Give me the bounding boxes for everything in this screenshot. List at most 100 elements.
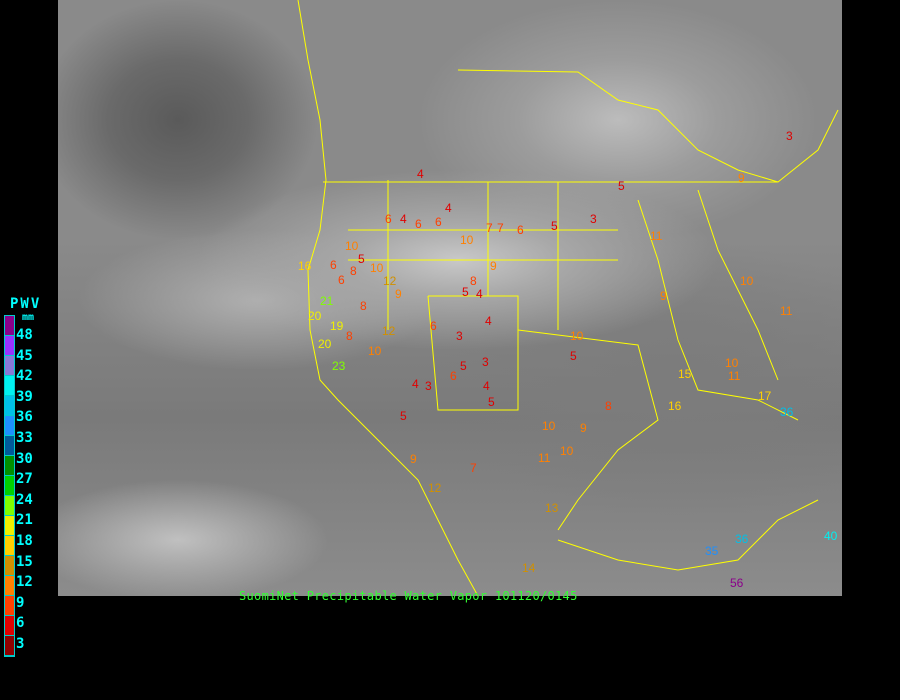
legend-tick: 27	[16, 471, 33, 488]
station-pwv-value: 4	[412, 377, 419, 391]
legend-swatch	[5, 636, 14, 656]
station-pwv-value: 9	[580, 421, 587, 435]
color-legend	[4, 315, 15, 657]
station-pwv-value: 11	[780, 304, 793, 318]
station-pwv-value: 10	[725, 356, 739, 370]
boundary-line	[323, 109, 839, 183]
legend-tick: 39	[16, 388, 33, 405]
station-pwv-value: 3	[482, 355, 489, 369]
legend-swatch	[5, 356, 14, 376]
legend-swatch	[5, 516, 14, 536]
boundary-line	[697, 189, 779, 381]
satellite-image	[58, 0, 842, 596]
legend-swatch	[5, 456, 14, 476]
station-pwv-value: 12	[383, 274, 397, 288]
station-pwv-value: 10	[570, 329, 584, 343]
station-pwv-value: 19	[330, 319, 344, 333]
boundary-line	[297, 0, 479, 596]
legend-swatch	[5, 316, 14, 336]
station-pwv-value: 8	[346, 329, 353, 343]
station-pwv-value: 6	[435, 215, 442, 229]
station-pwv-value: 3	[456, 329, 463, 343]
station-pwv-value: 7	[497, 221, 504, 235]
boundary-lines	[297, 0, 839, 596]
station-pwv-value: 10	[542, 419, 556, 433]
station-pwv-value: 4	[483, 379, 490, 393]
boundary-line	[637, 199, 799, 421]
station-pwv-value: 9	[410, 452, 417, 466]
station-pwv-value: 11	[538, 451, 551, 465]
station-pwv-value: 17	[758, 389, 772, 403]
station-pwv-value: 15	[678, 367, 692, 381]
legend-unit: mm	[22, 312, 35, 323]
legend-swatch	[5, 576, 14, 596]
station-pwv-value: 4	[476, 287, 483, 301]
station-pwv-value: 56	[730, 576, 744, 590]
legend-tick: 30	[16, 450, 33, 467]
legend-swatch	[5, 476, 14, 496]
legend-tick: 3	[16, 636, 25, 652]
station-pwv-value: 3	[590, 212, 597, 226]
station-pwv-value: 8	[350, 264, 357, 278]
legend-swatch	[5, 616, 14, 636]
station-pwv-value: 10	[370, 261, 384, 275]
legend-swatch	[5, 556, 14, 576]
legend-swatch	[5, 336, 14, 356]
map-caption: SuomiNet Precipitable Water Vapor 101120…	[239, 589, 578, 603]
station-pwv-value: 8	[470, 274, 477, 288]
station-pwv-value: 36	[780, 405, 794, 419]
boundary-line	[387, 180, 559, 330]
station-pwv-value: 16	[668, 399, 682, 413]
station-pwv-value: 6	[330, 258, 337, 272]
station-pwv-value: 13	[545, 501, 559, 515]
station-pwv-value: 6	[338, 273, 345, 287]
station-pwv-value: 5	[551, 219, 558, 233]
legend-tick: 18	[16, 533, 33, 549]
station-pwv-value: 20	[308, 309, 322, 323]
station-pwv-value: 5	[460, 359, 467, 373]
station-pwv-value: 3	[425, 379, 432, 393]
station-pwv-value: 9	[395, 287, 402, 301]
station-pwv-value: 4	[445, 201, 452, 215]
station-pwv-value: 8	[605, 399, 612, 413]
station-pwv-value: 23	[332, 359, 346, 373]
boundary-line	[457, 69, 779, 183]
legend-swatch	[5, 436, 14, 456]
station-pwv-value: 9	[490, 259, 497, 273]
legend-tick: 24	[16, 491, 33, 508]
legend-swatch	[5, 496, 14, 516]
legend-swatch	[5, 536, 14, 556]
station-pwv-value: 40	[824, 529, 838, 543]
station-pwv-value: 10	[560, 444, 574, 458]
station-pwv-value: 5	[400, 409, 407, 423]
station-pwv-value: 12	[428, 481, 442, 495]
station-pwv-value: 6	[430, 319, 437, 333]
boundary-line	[517, 329, 659, 531]
station-pwv-value: 7	[470, 461, 477, 475]
station-pwv-value: 9	[738, 171, 745, 185]
legend-tick: 36	[16, 409, 33, 426]
legend-swatch	[5, 596, 14, 616]
station-pwv-value: 10	[460, 233, 474, 247]
station-pwv-value: 21	[320, 294, 334, 308]
legend-tick: 15	[16, 553, 33, 570]
legend-tick: 33	[16, 430, 33, 446]
station-pwv-value: 5	[462, 285, 469, 299]
station-pwv-value: 7	[486, 221, 493, 235]
station-pwv-value: 9	[660, 289, 667, 303]
legend-swatch	[5, 376, 14, 396]
station-pwv-value: 11	[728, 369, 741, 383]
legend-tick: 21	[16, 512, 33, 529]
legend-title: PWV	[10, 296, 42, 312]
station-pwv-value: 10	[740, 274, 754, 288]
station-pwv-value: 20	[318, 337, 332, 351]
legend-tick: 9	[16, 594, 25, 611]
station-pwv-value: 35	[705, 544, 719, 558]
legend-tick: 12	[16, 574, 33, 591]
legend-tick: 45	[16, 347, 33, 364]
boundary-line	[557, 499, 819, 571]
station-pwv-value: 5	[570, 349, 577, 363]
station-pwv-value: 4	[400, 212, 407, 226]
station-pwv-value: 11	[650, 229, 663, 243]
